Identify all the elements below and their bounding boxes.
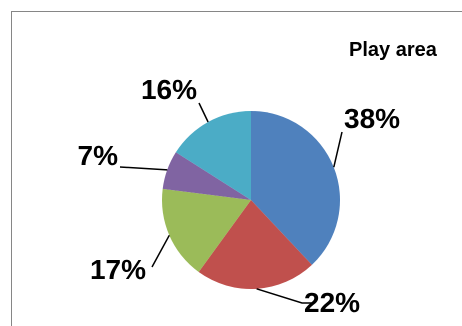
- data-label: 38%: [344, 103, 400, 134]
- data-label: 16%: [141, 74, 197, 105]
- pie-slice-16-pct: [175, 110, 251, 200]
- leader-line: [198, 102, 209, 123]
- leader-line: [119, 166, 168, 171]
- pie-slices: [161, 110, 340, 289]
- pie-slice-17-pct: [161, 188, 251, 272]
- pie-slice-7-pct: [162, 152, 251, 200]
- data-labels: 38% 22% 17% 7% 16%: [78, 74, 401, 318]
- data-label: 17%: [90, 254, 146, 285]
- pie-slice-22-pct: [198, 200, 312, 289]
- data-label: 7%: [78, 140, 119, 171]
- pie-slice-38-pct: [251, 111, 340, 265]
- leader-line: [333, 131, 343, 168]
- leader-line: [151, 234, 170, 268]
- leader-lines: [119, 102, 343, 304]
- chart-title: Play area: [349, 39, 438, 61]
- leader-line: [256, 288, 312, 304]
- data-label: 22%: [304, 287, 360, 318]
